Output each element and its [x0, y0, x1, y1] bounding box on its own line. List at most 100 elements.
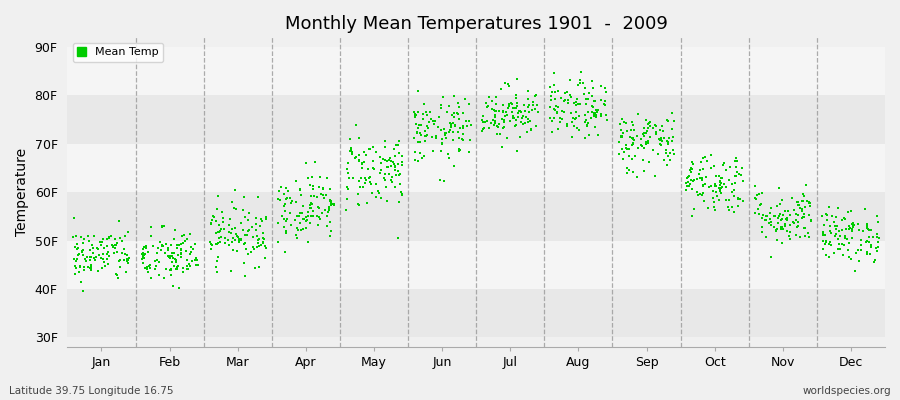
Point	[294, 227, 309, 234]
Point	[439, 130, 454, 136]
Point	[221, 229, 236, 235]
Point	[590, 109, 604, 116]
Point	[340, 186, 355, 192]
Point	[625, 135, 639, 141]
Point	[383, 158, 398, 164]
Point	[858, 206, 872, 212]
Point	[358, 175, 373, 181]
Point	[299, 225, 313, 232]
Point	[112, 218, 126, 224]
Point	[143, 223, 157, 230]
Point	[384, 174, 399, 180]
Point	[203, 245, 218, 252]
Point	[206, 213, 220, 219]
Point	[586, 104, 600, 110]
Point	[488, 120, 502, 126]
Point	[485, 106, 500, 112]
Point	[724, 181, 739, 187]
Point	[446, 120, 460, 126]
Point	[704, 165, 718, 172]
Point	[274, 213, 289, 220]
Point	[778, 221, 792, 228]
Point	[594, 97, 608, 104]
Point	[444, 122, 458, 128]
Point	[835, 241, 850, 248]
Point	[345, 148, 359, 155]
Point	[869, 245, 884, 251]
Point	[529, 102, 544, 108]
Point	[311, 222, 326, 228]
Point	[245, 224, 259, 230]
Point	[161, 253, 176, 259]
Point	[412, 150, 427, 157]
Point	[783, 236, 797, 242]
Point	[158, 250, 172, 256]
Point	[240, 232, 255, 238]
Point	[74, 279, 88, 286]
Point	[256, 236, 271, 242]
Point	[819, 239, 833, 246]
Point	[109, 270, 123, 277]
Point	[620, 146, 634, 152]
Point	[558, 96, 572, 103]
Point	[308, 159, 322, 165]
Point	[816, 222, 831, 228]
Point	[724, 204, 739, 210]
Point	[77, 256, 92, 262]
Point	[513, 108, 527, 114]
Point	[303, 202, 318, 208]
Point	[831, 246, 845, 252]
Point	[179, 248, 194, 255]
Point	[545, 129, 560, 135]
Point	[187, 240, 202, 247]
Point	[85, 242, 99, 248]
Point	[241, 217, 256, 223]
Point	[94, 255, 108, 262]
Point	[410, 130, 424, 136]
Point	[662, 150, 677, 156]
Point	[95, 251, 110, 257]
Point	[804, 217, 818, 224]
Point	[388, 164, 402, 170]
Point	[418, 138, 432, 144]
Point	[724, 189, 739, 195]
Point	[570, 96, 584, 102]
Point	[850, 250, 864, 256]
Point	[323, 200, 338, 206]
Point	[361, 166, 375, 173]
Point	[564, 110, 579, 116]
Point	[170, 264, 184, 270]
Point	[780, 228, 795, 234]
Point	[615, 134, 629, 140]
Point	[524, 126, 538, 133]
Point	[764, 218, 778, 225]
Point	[685, 159, 699, 166]
Point	[505, 100, 519, 107]
Point	[191, 262, 205, 268]
Point	[438, 134, 453, 141]
Point	[521, 104, 535, 110]
Point	[779, 216, 794, 222]
Point	[729, 172, 743, 179]
Point	[770, 220, 785, 227]
Point	[550, 108, 564, 115]
Point	[615, 146, 629, 152]
Point	[568, 102, 582, 109]
Point	[643, 119, 657, 125]
Point	[868, 256, 882, 263]
Bar	[68, 144, 885, 192]
Point	[394, 189, 409, 196]
Point	[77, 266, 92, 273]
Point	[188, 254, 202, 261]
Point	[696, 189, 710, 196]
Point	[324, 202, 338, 208]
Point	[796, 190, 810, 197]
Point	[159, 266, 174, 273]
Point	[695, 175, 709, 181]
Point	[340, 170, 355, 176]
Point	[255, 218, 269, 224]
Point	[593, 111, 608, 117]
Point	[183, 231, 197, 238]
Point	[110, 249, 124, 255]
Point	[73, 264, 87, 270]
